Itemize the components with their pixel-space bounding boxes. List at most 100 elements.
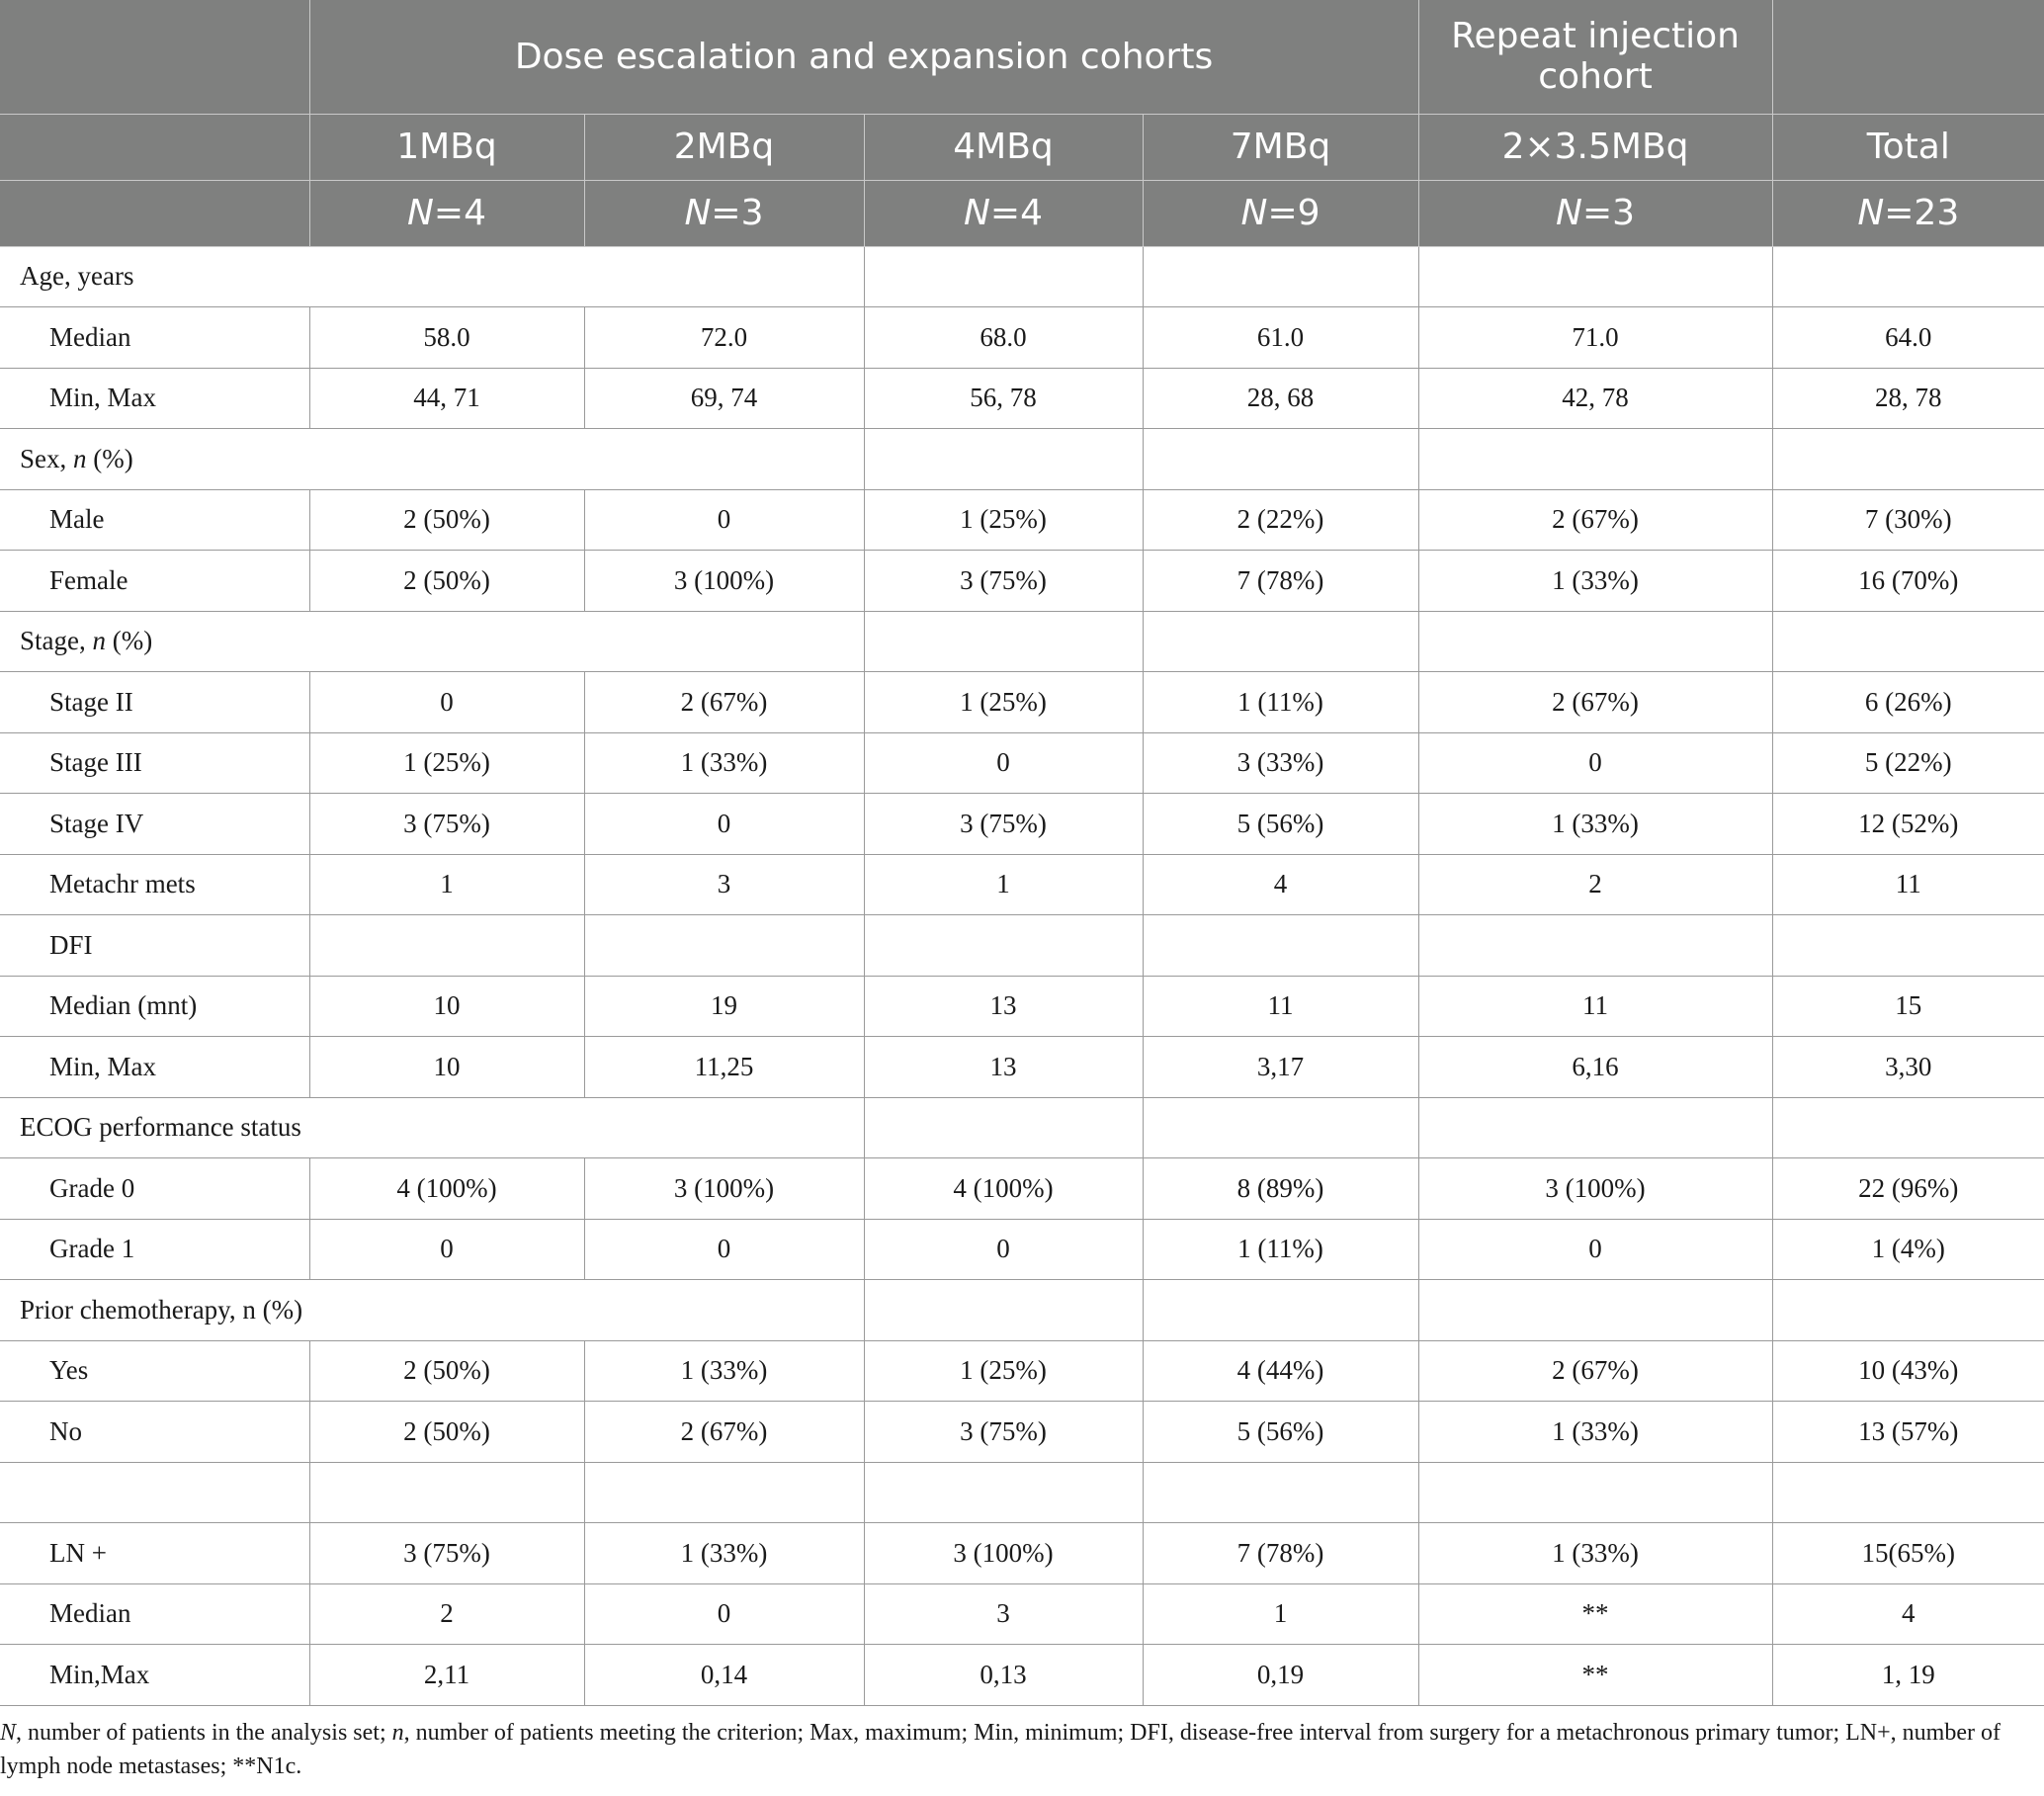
table-cell: 1 xyxy=(1143,1583,1419,1645)
table-cell: 3 (75%) xyxy=(864,550,1144,612)
table-cell xyxy=(1418,1462,1773,1523)
table-cell: 2 (50%) xyxy=(309,550,585,612)
table-cell: 11 xyxy=(1143,976,1419,1037)
table-cell: 0 xyxy=(584,793,865,855)
table-cell: 0 xyxy=(584,489,865,551)
table-cell: 19 xyxy=(584,976,865,1037)
n-value: =3 xyxy=(711,193,764,233)
section-label-italic: n xyxy=(92,626,107,656)
header-dose: 7MBq xyxy=(1143,114,1419,181)
table-cell: 69, 74 xyxy=(584,368,865,429)
footnote-n-small: n xyxy=(391,1720,404,1746)
table-cell: 1 (33%) xyxy=(1418,550,1773,612)
table-cell: 3 (75%) xyxy=(309,793,585,855)
table-cell: 1 (25%) xyxy=(864,1340,1144,1402)
table-cell: 3,30 xyxy=(1772,1036,2044,1098)
table-cell: 12 (52%) xyxy=(1772,793,2044,855)
table-cell xyxy=(1418,1279,1773,1341)
table-row: LN + 3 (75%) 1 (33%) 3 (100%) 7 (78%) 1 … xyxy=(0,1522,2044,1584)
table-cell xyxy=(1418,428,1773,490)
section-label-tail: (%) xyxy=(86,443,133,473)
table-cell: 3 xyxy=(864,1583,1144,1645)
header-n: N=9 xyxy=(1143,180,1419,247)
table-cell xyxy=(1772,611,2044,672)
table-cell xyxy=(1143,1097,1419,1158)
table-cell: 28, 68 xyxy=(1143,368,1419,429)
table-cell: 11 xyxy=(1772,854,2044,915)
n-value: =3 xyxy=(1581,193,1636,233)
table-cell: 1 (4%) xyxy=(1772,1219,2044,1280)
row-label: Median (mnt) xyxy=(0,976,310,1037)
table-cell: 3 (33%) xyxy=(1143,732,1419,794)
table-cell: 4 (100%) xyxy=(864,1157,1144,1220)
table-cell: 13 (57%) xyxy=(1772,1401,2044,1463)
footnote-part1: , number of patients in the analysis set… xyxy=(16,1720,392,1746)
footnote-part2: , number of patients meeting the criteri… xyxy=(0,1720,2001,1779)
table-cell: 10 xyxy=(309,976,585,1037)
table-cell: 3 xyxy=(584,854,865,915)
header-dose: 2×3.5MBq xyxy=(1418,114,1773,181)
n-symbol: N xyxy=(963,193,990,233)
table-cell: 4 (100%) xyxy=(309,1157,585,1220)
table-cell xyxy=(1143,611,1419,672)
header-corner-cell xyxy=(0,0,310,115)
table-cell: 56, 78 xyxy=(864,368,1144,429)
table-cell: 5 (56%) xyxy=(1143,1401,1419,1463)
row-label: Male xyxy=(0,489,310,551)
table-cell: 28, 78 xyxy=(1772,368,2044,429)
table-cell: 1 (25%) xyxy=(864,671,1144,733)
table-cell: 4 xyxy=(1143,854,1419,915)
header-row-n: N=4 N=3 N=4 N=9 N=3 N=23 xyxy=(0,180,2044,247)
table-cell: 42, 78 xyxy=(1418,368,1773,429)
table-cell: 2 (50%) xyxy=(309,489,585,551)
header-corner-cell-3 xyxy=(0,180,310,247)
table-cell: 0,19 xyxy=(1143,1644,1419,1706)
row-label: Female xyxy=(0,550,310,612)
table-cell: 1 (33%) xyxy=(1418,1522,1773,1584)
section-label: ECOG performance status xyxy=(0,1097,865,1158)
table-cell: 0 xyxy=(584,1583,865,1645)
table-cell: 2 (50%) xyxy=(309,1340,585,1402)
table-cell: 1 (33%) xyxy=(1418,793,1773,855)
section-label-text: Age, years xyxy=(20,261,134,292)
table-row: Median 58.0 72.0 68.0 61.0 71.0 64.0 xyxy=(0,306,2044,369)
table-row: Min, Max 44, 71 69, 74 56, 78 28, 68 42,… xyxy=(0,368,2044,429)
row-label: No xyxy=(0,1401,310,1463)
table-cell xyxy=(1772,1279,2044,1341)
table-cell: 3 (100%) xyxy=(1418,1157,1773,1220)
table-cell: 2 xyxy=(1418,854,1773,915)
table-cell: 11,25 xyxy=(584,1036,865,1098)
table-cell xyxy=(1772,914,2044,977)
table-cell xyxy=(1418,1097,1773,1158)
n-symbol: N xyxy=(1857,193,1885,233)
section-label-text: ECOG performance status xyxy=(20,1112,301,1143)
table-cell xyxy=(1772,428,2044,490)
table-cell: 5 (56%) xyxy=(1143,793,1419,855)
table-row: Female 2 (50%) 3 (100%) 3 (75%) 7 (78%) … xyxy=(0,550,2044,612)
table-cell xyxy=(309,1462,585,1523)
section-label-tail: (%) xyxy=(106,626,153,656)
row-label: Stage II xyxy=(0,671,310,733)
row-label: Metachr mets xyxy=(0,854,310,915)
table-cell: 1 (11%) xyxy=(1143,671,1419,733)
section-label-text: Prior chemotherapy, n (%) xyxy=(20,1294,303,1325)
table-cell: 1 xyxy=(309,854,585,915)
table-row-blank xyxy=(0,1462,2044,1523)
header-n-total: N=23 xyxy=(1772,180,2044,247)
table-cell: 6,16 xyxy=(1418,1036,1773,1098)
table-cell xyxy=(1772,1097,2044,1158)
table-cell: 4 xyxy=(1772,1583,2044,1645)
row-label: Stage III xyxy=(0,732,310,794)
table-cell: 10 xyxy=(309,1036,585,1098)
section-row-prior-chemo: Prior chemotherapy, n (%) xyxy=(0,1279,2044,1341)
table-cell: 3 (75%) xyxy=(864,793,1144,855)
row-label: Min, Max xyxy=(0,1036,310,1098)
table-cell: 0,13 xyxy=(864,1644,1144,1706)
header-dose: 2MBq xyxy=(584,114,865,181)
table-cell: 2 (50%) xyxy=(309,1401,585,1463)
table-cell: 10 (43%) xyxy=(1772,1340,2044,1402)
table-cell: 0 xyxy=(309,1219,585,1280)
table-cell: 61.0 xyxy=(1143,306,1419,369)
row-label: DFI xyxy=(0,914,310,977)
n-value: =4 xyxy=(433,193,486,233)
